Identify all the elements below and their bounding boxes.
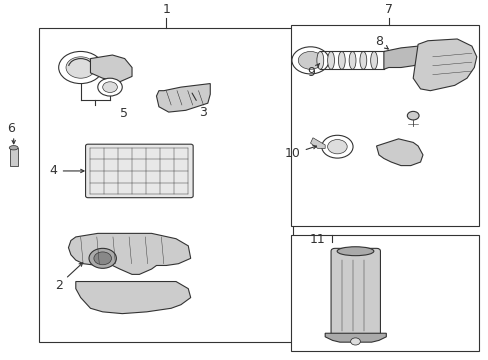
Bar — [10, 148, 18, 166]
Circle shape — [298, 51, 322, 69]
Ellipse shape — [316, 51, 323, 69]
Text: 10: 10 — [285, 145, 316, 160]
Polygon shape — [76, 282, 190, 314]
FancyBboxPatch shape — [330, 248, 380, 340]
Circle shape — [407, 111, 418, 120]
Polygon shape — [156, 84, 210, 112]
Bar — [39, 28, 293, 342]
Circle shape — [327, 140, 346, 154]
Text: 7: 7 — [384, 3, 392, 16]
Circle shape — [321, 135, 352, 158]
Text: 6: 6 — [7, 122, 15, 135]
Circle shape — [98, 78, 122, 96]
Circle shape — [291, 47, 328, 74]
Ellipse shape — [359, 51, 366, 69]
Bar — [290, 25, 478, 226]
Text: 2: 2 — [55, 263, 82, 292]
Circle shape — [94, 252, 111, 265]
Polygon shape — [412, 39, 476, 91]
Text: 4: 4 — [50, 165, 84, 177]
Text: 5: 5 — [120, 107, 127, 120]
Ellipse shape — [337, 247, 373, 256]
Polygon shape — [376, 139, 422, 166]
FancyBboxPatch shape — [85, 144, 193, 198]
Text: 1: 1 — [162, 3, 170, 16]
Polygon shape — [310, 138, 325, 148]
Circle shape — [350, 338, 360, 345]
Circle shape — [102, 82, 117, 93]
Ellipse shape — [370, 51, 377, 69]
Circle shape — [66, 57, 95, 78]
Text: 9: 9 — [306, 63, 319, 79]
Circle shape — [59, 51, 102, 84]
Bar — [290, 235, 478, 351]
Ellipse shape — [9, 146, 18, 150]
Polygon shape — [90, 55, 132, 82]
Text: 11: 11 — [309, 233, 325, 246]
Circle shape — [89, 248, 116, 268]
Ellipse shape — [327, 51, 334, 69]
Ellipse shape — [338, 51, 345, 69]
Polygon shape — [68, 233, 190, 274]
Text: 8: 8 — [374, 35, 387, 49]
Text: 3: 3 — [192, 93, 206, 118]
Polygon shape — [325, 333, 386, 342]
Ellipse shape — [348, 51, 355, 69]
Polygon shape — [383, 46, 427, 69]
